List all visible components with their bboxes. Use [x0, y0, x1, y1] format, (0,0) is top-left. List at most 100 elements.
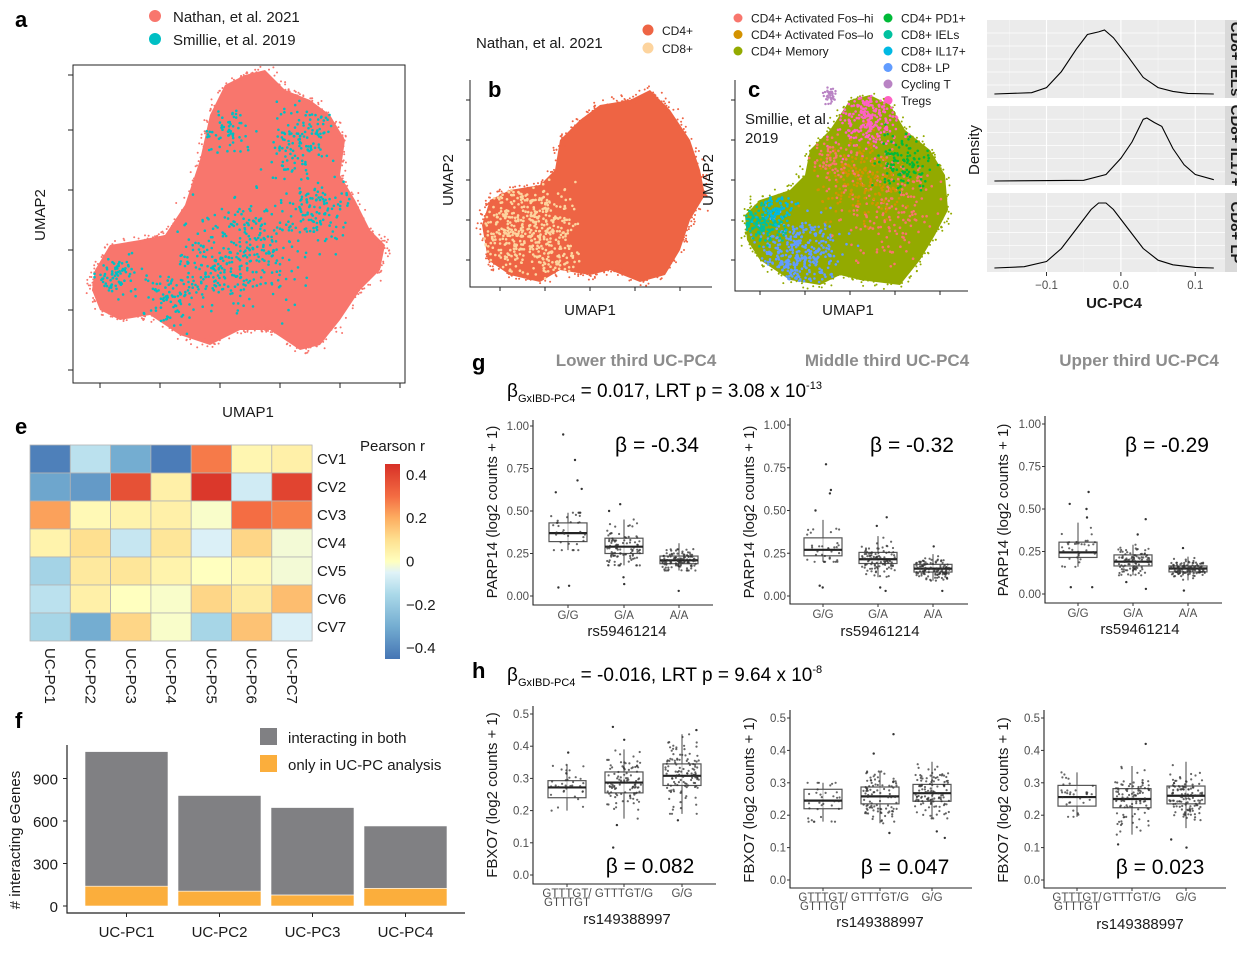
umap-point-cd8: [525, 214, 529, 218]
umap-point: [848, 109, 850, 111]
umap-point: [630, 100, 632, 102]
legend-dot: [733, 46, 743, 56]
jitter-point: [871, 561, 874, 564]
umap-point-smillie: [270, 212, 274, 216]
umap-point: [157, 233, 160, 236]
umap-point: [942, 214, 945, 217]
umap-point: [253, 327, 256, 329]
row-label: CV7: [317, 619, 346, 636]
umap-point: [666, 267, 669, 270]
umap-point-smillie: [130, 267, 133, 271]
umap-point-cd8-iels: [769, 223, 772, 226]
umap-point-cd8: [569, 244, 572, 248]
umap-point-cd8-iels: [749, 211, 753, 214]
umap-point-cd4-activated-fos-hi: [868, 219, 872, 223]
umap-point-cd8-lp: [795, 227, 799, 230]
jitter-point: [827, 547, 830, 551]
umap-point-smillie: [251, 285, 255, 288]
umap-point-smillie: [287, 308, 290, 312]
umap-point-smillie: [199, 251, 202, 254]
umap-point: [293, 94, 296, 97]
umap-point-smillie: [276, 135, 280, 138]
umap-point: [638, 89, 641, 92]
colorbar-title: Pearson r: [360, 438, 425, 455]
jitter-point: [876, 547, 879, 550]
umap-point-cd4-activated-fos-hi: [834, 178, 838, 182]
umap-point: [751, 246, 754, 249]
jitter-point: [560, 549, 563, 552]
umap-point-cd8: [566, 244, 570, 248]
umap-point-cd8: [489, 252, 492, 256]
jitter-point: [915, 564, 918, 567]
umap-point-cd8: [517, 219, 520, 223]
row-label: CV6: [317, 591, 346, 608]
jitter-point: [685, 567, 689, 570]
umap-point: [97, 301, 100, 304]
umap-point-cd8-lp: [807, 277, 811, 281]
umap-point-smillie: [196, 285, 199, 289]
umap-point-cd8: [505, 215, 508, 218]
umap-point-cd4-activated-fos-lo: [858, 202, 862, 206]
jitter-point: [1084, 539, 1087, 543]
jitter-point: [578, 514, 581, 518]
umap-point-smillie: [231, 136, 235, 140]
umap-point-cd4-activated-fos-hi: [885, 236, 889, 239]
umap-point: [689, 211, 692, 214]
umap-point: [489, 192, 492, 195]
umap-point-cd4-activated-fos-hi: [834, 152, 837, 155]
umap-point-smillie: [229, 292, 232, 296]
umap-point-cd8: [567, 269, 571, 273]
umap-point-smillie: [275, 100, 279, 103]
umap-point: [490, 204, 493, 207]
umap-point: [557, 167, 560, 169]
umap-point: [259, 75, 262, 77]
umap-point: [933, 230, 936, 233]
jitter-point: [630, 548, 633, 551]
umap-point-smillie: [194, 241, 197, 245]
umap-point: [812, 285, 815, 288]
umap-point: [652, 91, 655, 94]
umap-point: [92, 289, 94, 292]
jitter-point: [1127, 559, 1130, 562]
umap-point-cd8-lp: [799, 225, 802, 228]
umap-point-cd8-lp: [777, 258, 781, 261]
umap-point-smillie: [203, 229, 207, 232]
panel-label-g: g: [472, 350, 485, 375]
jitter-point: [662, 560, 665, 563]
umap-point-cd8-lp: [821, 234, 824, 238]
jitter-point: [927, 568, 931, 571]
umap-point-smillie: [303, 162, 307, 166]
umap-point: [799, 165, 802, 168]
umap-point-cd8-lp: [804, 221, 807, 225]
umap-point-smillie: [284, 155, 287, 158]
umap-point: [213, 104, 216, 107]
heatmap-cell: [69, 472, 112, 502]
umap-point-cd8: [563, 246, 567, 250]
heatmap-cell: [29, 500, 71, 530]
umap-point: [557, 158, 560, 160]
umap-point-smillie: [294, 207, 298, 211]
umap-point: [916, 257, 919, 260]
umap-point-cd4-activated-fos-hi: [883, 166, 887, 170]
umap-point: [488, 238, 491, 241]
umap-point-cd8: [542, 223, 546, 227]
umap-point: [367, 279, 370, 281]
beta-annotation: β = -0.34: [615, 434, 699, 457]
umap-point-tregs: [866, 123, 870, 126]
jitter-point: [867, 559, 871, 562]
umap-point-cd8: [522, 205, 526, 208]
umap-point: [900, 125, 903, 128]
umap-point-smillie: [304, 227, 308, 230]
umap-point-smillie: [183, 294, 186, 298]
umap-point-cd4-activated-fos-lo: [863, 211, 867, 214]
umap-point: [267, 329, 269, 332]
umap-point: [257, 68, 260, 71]
umap-point-smillie: [265, 209, 269, 213]
umap-point: [942, 177, 945, 179]
jitter-point: [1134, 554, 1137, 557]
umap-point-cd8: [533, 213, 536, 216]
beta-subscript: GxIBD-PC4: [518, 677, 575, 689]
